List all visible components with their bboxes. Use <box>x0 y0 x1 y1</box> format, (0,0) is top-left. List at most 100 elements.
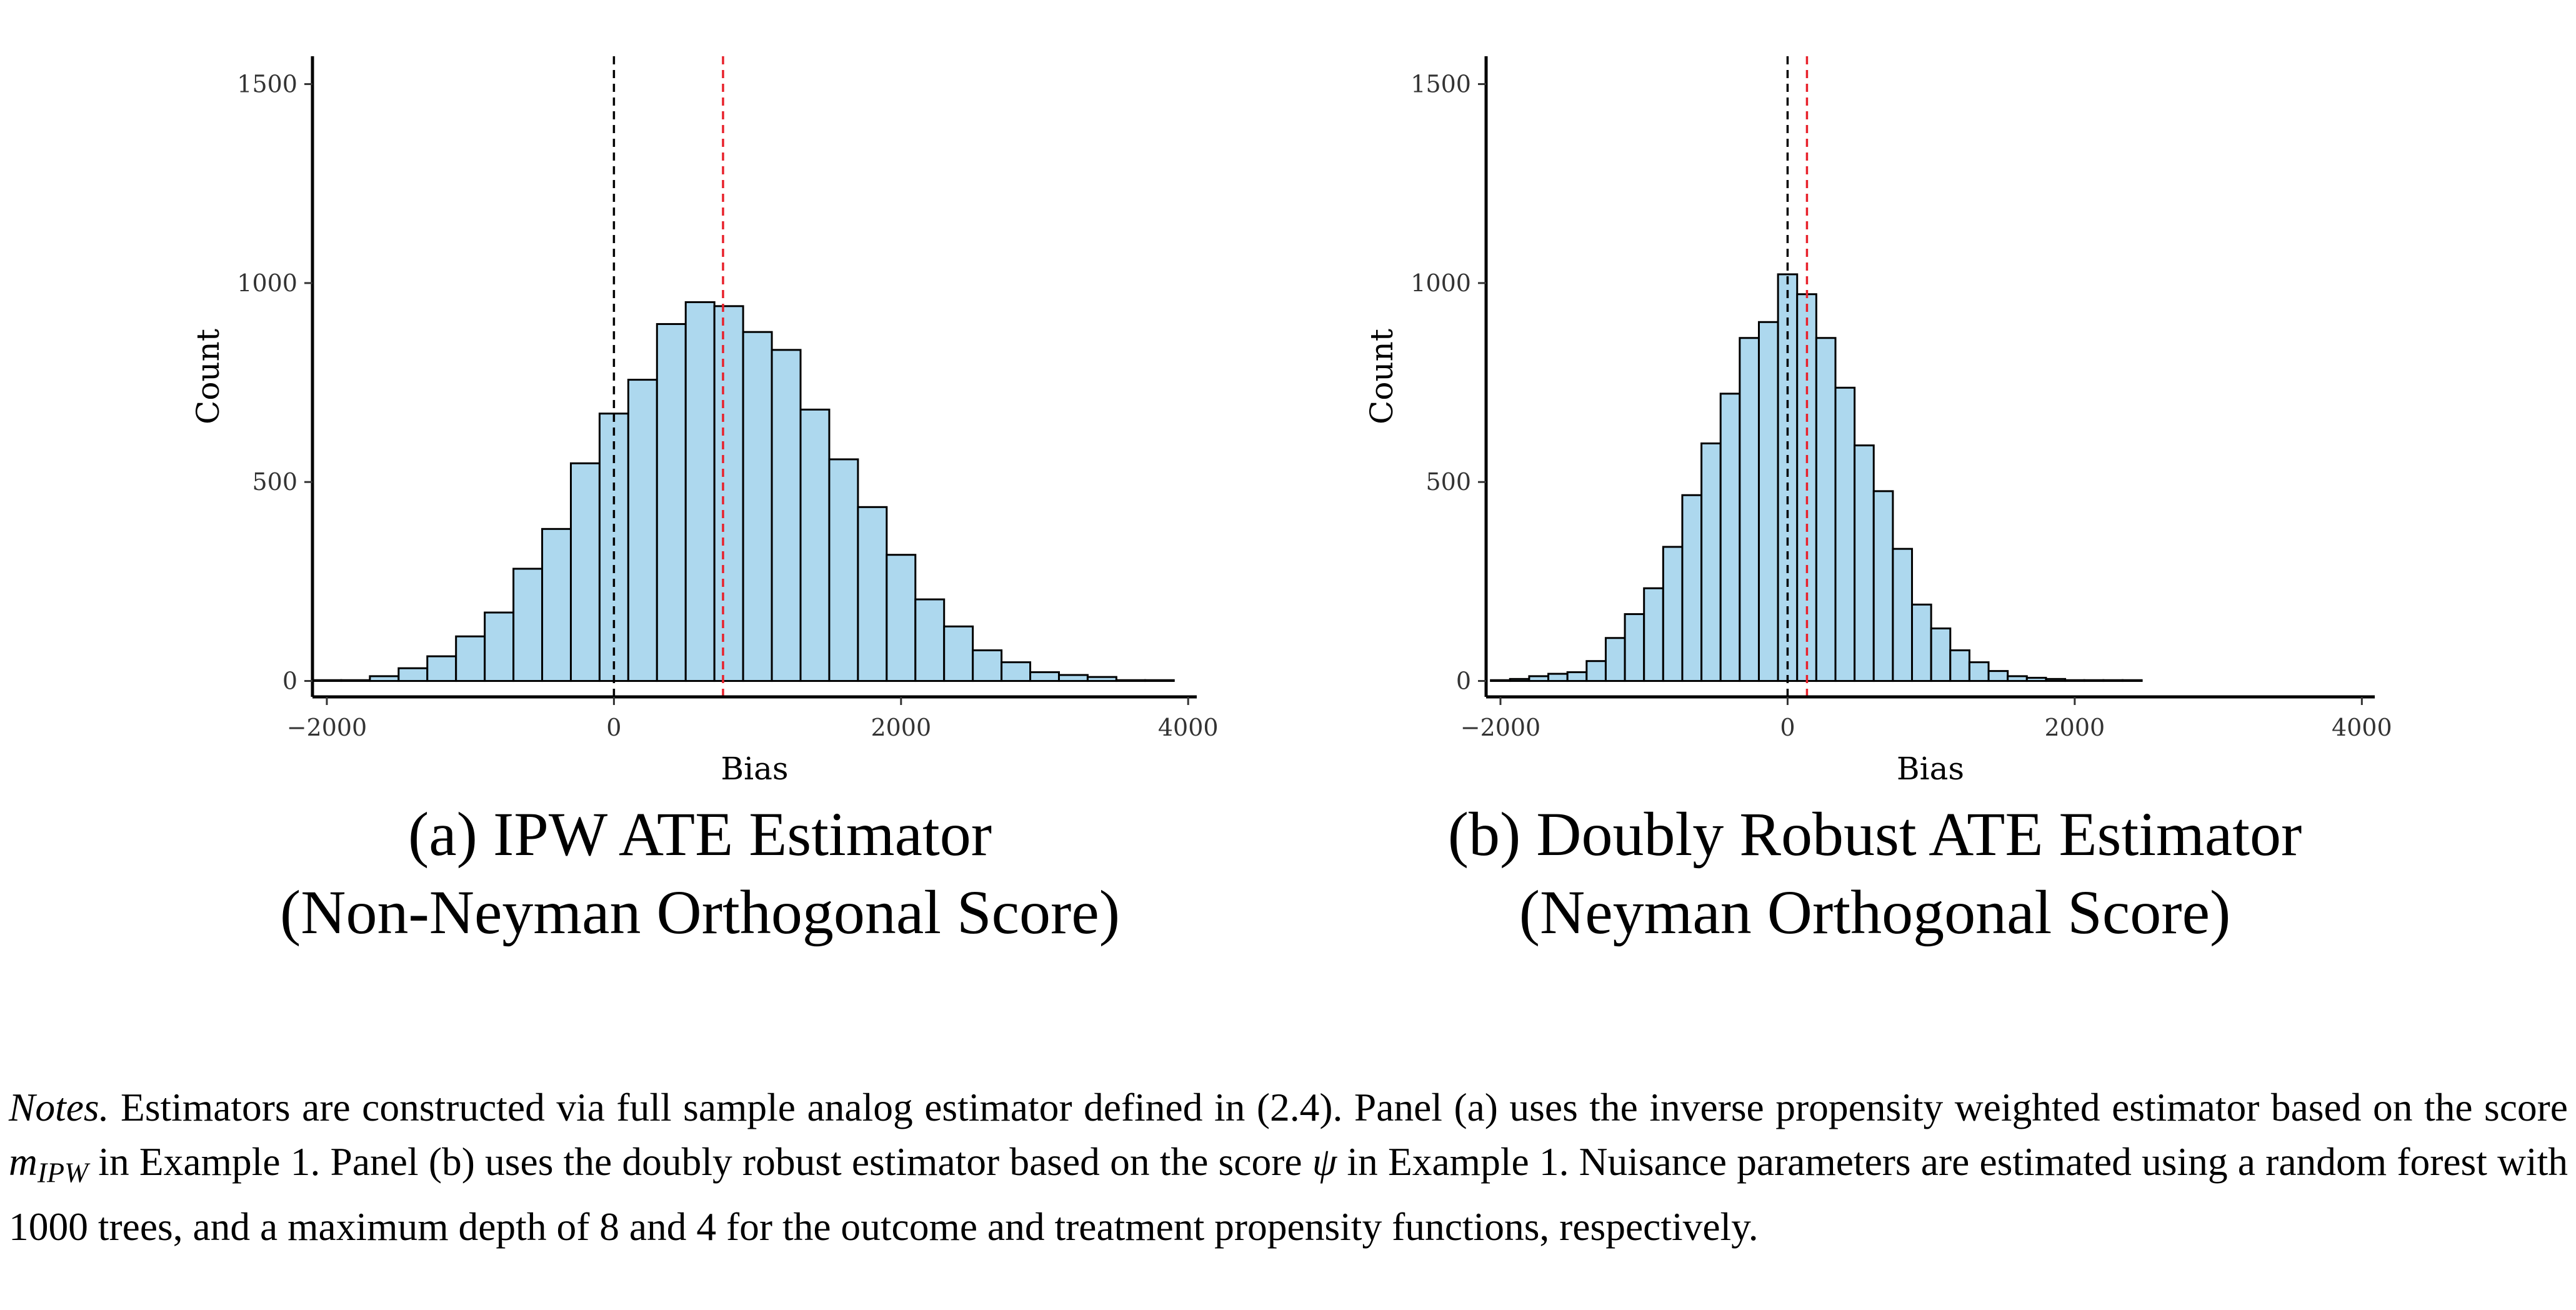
notes-text-3: in Example 1. Nuisance parameters are es… <box>9 1139 2568 1249</box>
panel-b-bar <box>1911 603 1932 682</box>
panel-a-bar <box>1144 679 1175 682</box>
panel-a-bar <box>684 301 716 682</box>
notes-text-2: in Example 1. Panel (b) uses the doubly … <box>98 1139 1302 1184</box>
panel-a-bar <box>886 554 917 682</box>
panel-a-caption-line2: (Non-Neyman Orthogonal Score) <box>279 878 1121 947</box>
panel-a-caption: (a) IPW ATE Estimator (Non-Neyman Orthog… <box>225 795 1175 951</box>
panel-a-bar <box>972 649 1003 682</box>
panel-b-bar <box>1968 661 1990 682</box>
panel-a-x-tick-label: −2000 <box>287 714 367 741</box>
panel-a-bar <box>713 305 744 682</box>
panel-a-bar <box>369 675 400 682</box>
panel-a-bar <box>1086 676 1117 682</box>
panel-a-x-tick-label: 4000 <box>1158 714 1219 741</box>
panel-a-bar <box>656 322 687 682</box>
panel-a-bar <box>512 568 544 682</box>
panel-b-x-axis-title: Bias <box>1897 751 1964 787</box>
panel-a-bar <box>914 598 946 682</box>
panel-b-bar <box>1949 649 1970 682</box>
panel-a-bar <box>1115 679 1146 682</box>
panel-b-y-tick-label: 1000 <box>1410 269 1471 297</box>
m-subscript: IPW <box>37 1156 89 1189</box>
panel-a-bar <box>799 408 831 682</box>
panel-a-bar <box>1057 674 1089 682</box>
panel-b-bar <box>2083 679 2105 682</box>
panel-a-bar <box>426 655 457 682</box>
panel-b-bar <box>2007 675 2028 682</box>
panel-b-bar <box>1604 637 1626 682</box>
panel-b-caption-line2: (Neyman Orthogonal Score) <box>1519 878 2231 947</box>
panel-a-x-tick-label: 2000 <box>871 714 931 741</box>
panel-b-x-tick-label: 4000 <box>2332 714 2392 741</box>
panel-a-histogram: −2000 0 2000 4000 0 500 1000 1500 Bias Count <box>190 56 1219 787</box>
panel-b-x-tick-label: 0 <box>1780 714 1795 741</box>
panel-a-bar <box>455 635 486 682</box>
panel-b-bar <box>2045 678 2067 682</box>
panel-b-bar <box>1585 660 1607 682</box>
panel-b-x-tick-label: 2000 <box>2045 714 2105 741</box>
panel-a-x-axis-title: Bias <box>721 751 788 787</box>
panel-b-bar <box>1834 386 1856 682</box>
panel-a-x-tick-label: 0 <box>606 714 621 741</box>
panel-a-y-tick-label: 500 <box>252 468 297 496</box>
panel-b-caption: (b) Doubly Robust ATE Estimator (Neyman … <box>1375 795 2375 951</box>
panel-b-y-tick-label: 1500 <box>1410 71 1471 98</box>
panel-a-bar <box>771 349 802 682</box>
notes-paragraph: Notes. Estimators are constructed via fu… <box>9 1080 2568 1254</box>
panel-b-bar <box>1739 337 1760 682</box>
panel-b-bar <box>1987 670 2009 682</box>
panel-a-y-tick-label: 1000 <box>237 269 297 297</box>
panel-a-bar <box>569 462 601 682</box>
panel-b-bar <box>1700 442 1722 682</box>
panel-a-y-tick-label: 0 <box>282 668 297 695</box>
panel-b-bar <box>1930 627 1952 682</box>
panel-b-bar <box>1509 678 1530 682</box>
panel-b-y-tick-label: 500 <box>1425 468 1471 496</box>
m-symbol: m <box>9 1139 37 1184</box>
panel-b-bar <box>1566 671 1588 682</box>
panel-b-bar <box>2025 676 2047 682</box>
panel-b-bar <box>2102 679 2124 682</box>
panel-b-bar <box>1854 444 1875 682</box>
panel-a-bar <box>627 379 658 682</box>
panel-a-bar <box>340 679 371 682</box>
panel-a-bar <box>943 625 974 682</box>
panel-b-y-tick-label: 0 <box>1456 668 1471 695</box>
psi-symbol: ψ <box>1312 1139 1337 1184</box>
panel-a-bar <box>857 506 888 682</box>
panel-a-bar <box>828 458 859 682</box>
panel-a-bar <box>311 679 342 682</box>
panel-b-bar <box>1490 679 1511 682</box>
panel-b-bar <box>1624 613 1645 682</box>
panel-a-y-axis-title: Count <box>190 329 226 424</box>
panel-b-bar <box>1681 494 1703 682</box>
figure-notes: Notes. Estimators are constructed via fu… <box>9 1080 2568 1254</box>
panel-b-bar <box>1547 672 1569 682</box>
panel-a-bar <box>742 331 773 682</box>
panel-a-y-tick-label: 1500 <box>237 71 297 98</box>
panel-b-bar <box>1757 321 1779 682</box>
panel-b-histogram: −2000 0 2000 4000 0 500 1000 1500 Bias Count <box>1364 56 2392 787</box>
panel-b-x-tick-label: −2000 <box>1460 714 1541 741</box>
panel-a-bar <box>397 667 429 682</box>
panel-b-caption-line1: (b) Doubly Robust ATE Estimator <box>1447 799 2302 869</box>
panel-b-bar <box>1528 675 1550 682</box>
panel-b-bar <box>1662 546 1684 682</box>
panel-a-bar <box>541 528 572 682</box>
panel-b-bar <box>2064 679 2085 682</box>
panel-b-bars <box>1490 273 2143 682</box>
panel-a-bar <box>1029 671 1060 682</box>
panel-b-y-axis-title: Count <box>1364 329 1400 424</box>
notes-text-1: Estimators are constructed via full samp… <box>121 1085 2568 1129</box>
panel-b-bar <box>1815 337 1837 682</box>
panel-a-bar <box>484 611 515 682</box>
panel-b-bar <box>1643 587 1664 682</box>
panel-b-bar <box>1872 490 1894 682</box>
panel-a-bars <box>311 301 1175 682</box>
panel-b-bar <box>1719 392 1741 682</box>
notes-label: Notes. <box>9 1085 109 1129</box>
panel-b-bar <box>1892 548 1914 682</box>
panel-a-caption-line1: (a) IPW ATE Estimator <box>407 799 992 869</box>
panel-b-bar <box>2121 679 2143 682</box>
m-ipw-symbol: mIPW <box>9 1139 88 1188</box>
